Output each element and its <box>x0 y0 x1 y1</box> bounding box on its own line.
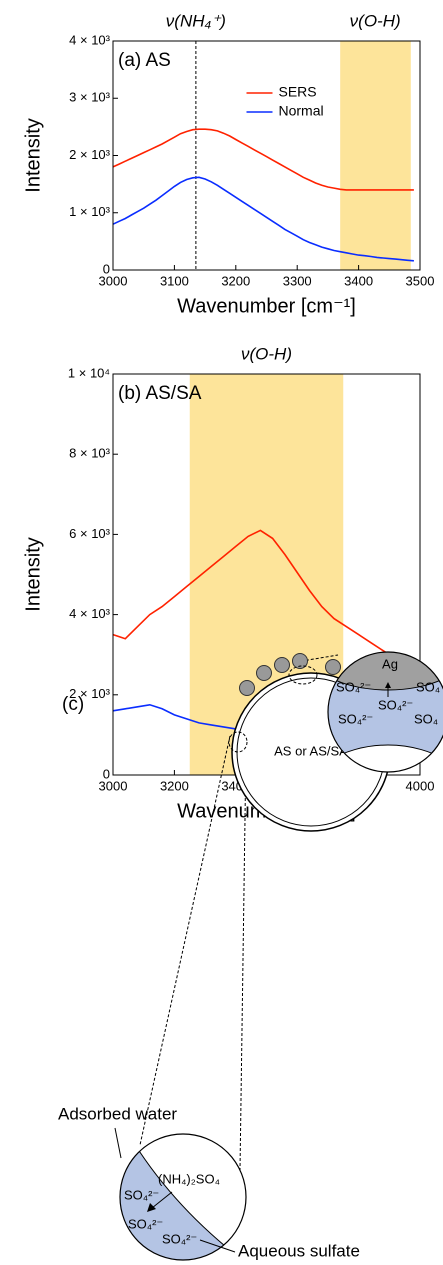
aqueous-label: Aqueous sulfate <box>238 1241 360 1260</box>
charts: 0 1 × 10³ 2 × 10³ 3 × 10³ 4 × 10³ 3000 3100 320… <box>22 11 434 822</box>
water-label: Adsorbed water <box>58 1104 177 1123</box>
ion-label: SO₄²⁻ <box>128 1216 163 1231</box>
y-tick-label: 4 × 10³ <box>69 606 111 621</box>
ion-label: SO₄²⁻ <box>124 1187 159 1202</box>
annotation: ν(O-H) <box>241 344 292 363</box>
panel-label: (b) AS/SA <box>118 383 202 404</box>
y-axis-label: Intensity <box>22 537 44 611</box>
y-tick-label: 8 × 10³ <box>69 446 111 461</box>
y-tick-label: 0 <box>103 766 110 781</box>
x-tick-label: 3200 <box>160 778 189 793</box>
panel-label: (a) AS <box>118 50 171 71</box>
y-tick-label: 1 × 10³ <box>69 204 111 219</box>
x-tick-label: 3000 <box>99 273 128 288</box>
shaded-span <box>340 41 411 270</box>
x-tick-label: 4000 <box>406 778 435 793</box>
metal-label: Ag <box>382 656 398 671</box>
annotation: ν(O-H) <box>350 11 401 30</box>
x-axis-label: Wavenumber [cm⁻¹] <box>177 295 356 317</box>
y-tick-label: 3 × 10³ <box>69 90 111 105</box>
series-line <box>112 176 414 262</box>
salt-label: (NH₄)₂SO₄ <box>158 1171 220 1186</box>
ion-label: SO₄²⁻ <box>162 1231 197 1246</box>
legend-label: Normal <box>279 103 324 119</box>
zoom-line <box>239 747 247 1171</box>
x-tick-label: 3100 <box>160 273 189 288</box>
y-tick-label: 4 × 10³ <box>69 32 111 47</box>
zoom-line <box>139 735 231 1146</box>
ion-label: SO₄²⁻ <box>338 711 373 726</box>
x-tick-label: 3300 <box>283 273 312 288</box>
x-tick-label: 3500 <box>406 273 435 288</box>
y-tick-label: 0 <box>103 261 110 276</box>
ion-label: SO₄ <box>416 679 440 694</box>
particle-label: AS or AS/SA <box>274 743 348 758</box>
diagram: (c) AS or AS/SA Ag SO₄²⁻ SO₄ SO₄²⁻ SO₄²⁻… <box>58 651 443 1261</box>
y-tick-label: 1 × 10⁴ <box>68 365 110 380</box>
legend-label: SERS <box>279 84 317 100</box>
y-tick-label: 2 × 10³ <box>69 686 111 701</box>
x-tick-label: 3400 <box>344 273 373 288</box>
ion-label: SO₄²⁻ <box>378 697 413 712</box>
ion-label: SO₄²⁻ <box>336 679 371 694</box>
y-tick-label: 2 × 10³ <box>69 147 111 162</box>
y-axis-label: Intensity <box>22 118 44 192</box>
ion-label: SO₄ <box>414 711 438 726</box>
x-tick-label: 3200 <box>221 273 250 288</box>
y-tick-label: 6 × 10³ <box>69 526 111 541</box>
x-tick-label: 3000 <box>99 778 128 793</box>
series-line <box>112 529 421 672</box>
series-line <box>112 128 414 191</box>
annotation: ν(NH₄⁺) <box>166 11 226 30</box>
panel-label: (c) <box>62 694 84 715</box>
